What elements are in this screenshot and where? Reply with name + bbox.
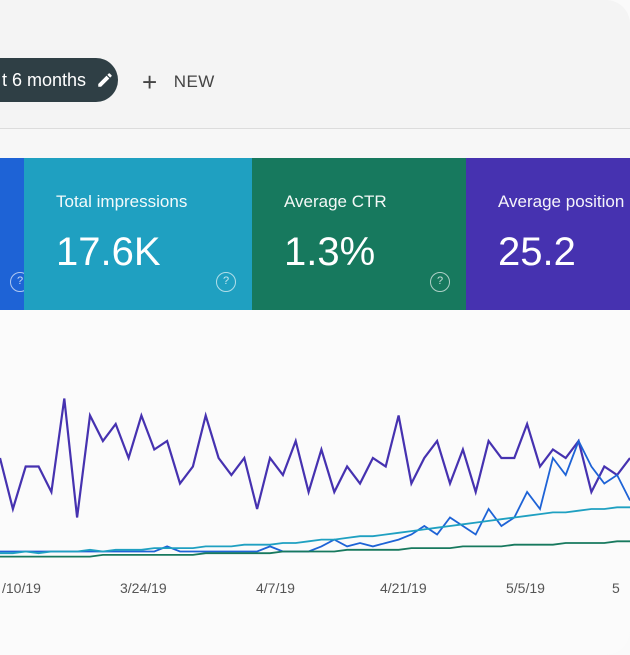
card-value: 1.3% bbox=[284, 230, 376, 274]
toolbar: t 6 months + NEW bbox=[0, 0, 630, 129]
x-tick-label: 5/5/19 bbox=[506, 580, 545, 596]
series-line-2 bbox=[0, 506, 630, 555]
new-button[interactable]: + NEW bbox=[142, 68, 215, 96]
series-line-1 bbox=[0, 438, 630, 553]
metric-card-impressions[interactable]: Total impressions 17.6K ? bbox=[24, 158, 252, 310]
series-line-3 bbox=[0, 540, 630, 558]
card-label: Average CTR bbox=[284, 192, 387, 211]
metric-card-position[interactable]: Average position 25.2 bbox=[466, 158, 630, 310]
x-tick-label: /10/19 bbox=[2, 580, 41, 596]
new-label: NEW bbox=[173, 72, 215, 91]
card-label: Total impressions bbox=[56, 192, 188, 211]
plus-icon: + bbox=[142, 67, 158, 97]
metric-cards: ? Total impressions 17.6K ? Average CTR … bbox=[0, 158, 630, 310]
x-tick-label: 3/24/19 bbox=[120, 580, 167, 596]
series-line-0 bbox=[0, 398, 630, 518]
x-tick-label: 5 bbox=[612, 580, 620, 596]
card-value: 25.2 bbox=[498, 230, 576, 274]
x-tick-label: 4/21/19 bbox=[380, 580, 427, 596]
pencil-icon bbox=[98, 73, 112, 87]
card-value: 17.6K bbox=[56, 230, 161, 274]
x-tick-label: 4/7/19 bbox=[256, 580, 295, 596]
metric-card-ctr[interactable]: Average CTR 1.3% ? bbox=[252, 158, 466, 310]
date-range-label: t 6 months bbox=[2, 69, 87, 90]
help-icon[interactable]: ? bbox=[430, 272, 450, 292]
metric-card-clicks[interactable]: ? bbox=[0, 158, 30, 310]
date-range-chip[interactable]: t 6 months bbox=[0, 58, 118, 102]
help-icon[interactable]: ? bbox=[216, 272, 236, 292]
performance-chart: /10/19 3/24/19 4/7/19 4/21/19 5/5/19 5 bbox=[0, 310, 630, 655]
card-label: Average position bbox=[498, 192, 625, 211]
line-chart bbox=[0, 398, 630, 558]
